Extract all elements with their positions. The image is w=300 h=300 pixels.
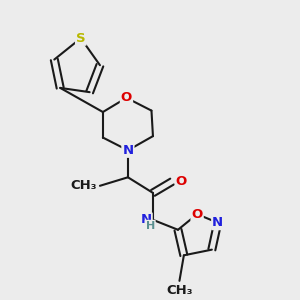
- Text: O: O: [176, 175, 187, 188]
- Text: O: O: [191, 208, 203, 221]
- Text: CH₃: CH₃: [70, 179, 97, 192]
- Text: N: N: [212, 216, 223, 229]
- Text: N: N: [140, 213, 152, 226]
- Text: N: N: [122, 144, 134, 157]
- Text: O: O: [121, 91, 132, 104]
- Text: CH₃: CH₃: [166, 284, 193, 297]
- Text: H: H: [146, 221, 155, 231]
- Text: S: S: [76, 32, 86, 45]
- Text: N: N: [140, 213, 152, 226]
